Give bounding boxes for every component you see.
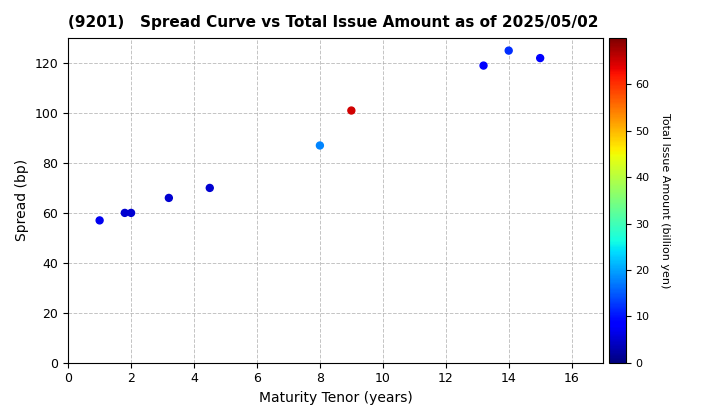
Point xyxy=(503,47,515,54)
Point xyxy=(204,184,215,191)
Point xyxy=(314,142,325,149)
Y-axis label: Total Issue Amount (billion yen): Total Issue Amount (billion yen) xyxy=(660,113,670,288)
Point xyxy=(478,62,490,69)
Point xyxy=(94,217,105,224)
Point xyxy=(125,210,137,216)
Text: (9201)   Spread Curve vs Total Issue Amount as of 2025/05/02: (9201) Spread Curve vs Total Issue Amoun… xyxy=(68,15,598,30)
Y-axis label: Spread (bp): Spread (bp) xyxy=(15,159,29,242)
Point xyxy=(534,55,546,61)
X-axis label: Maturity Tenor (years): Maturity Tenor (years) xyxy=(258,391,413,405)
Point xyxy=(346,107,357,114)
Point xyxy=(119,210,130,216)
Point xyxy=(163,194,175,201)
